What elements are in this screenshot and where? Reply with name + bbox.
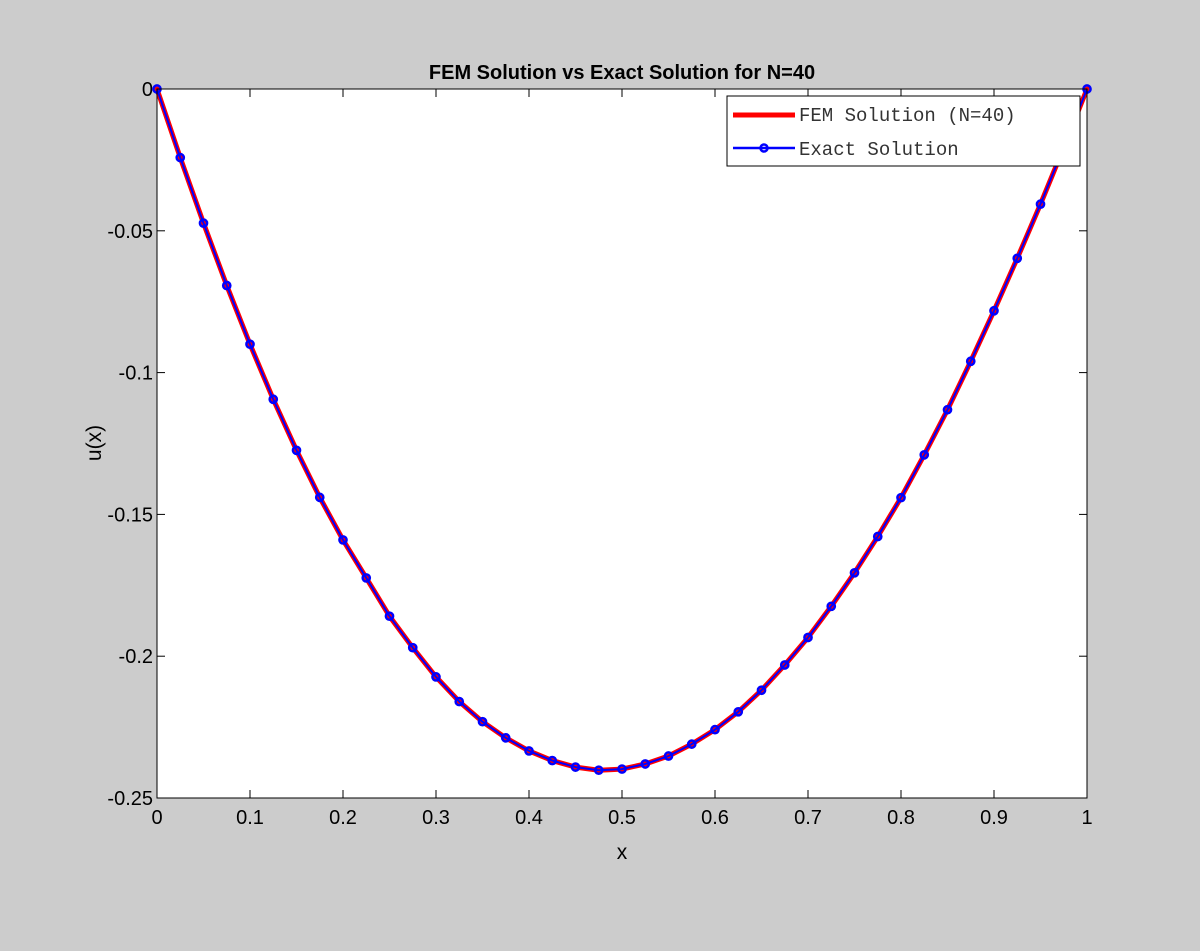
y-tick-label: -0.25 bbox=[107, 788, 153, 810]
legend-label-exact: Exact Solution bbox=[799, 139, 959, 161]
exact-solution-marker bbox=[454, 696, 465, 707]
exact-solution-marker bbox=[896, 492, 906, 503]
exact-solution-marker bbox=[431, 672, 441, 682]
exact-solution-marker bbox=[175, 152, 186, 163]
exact-solution-marker bbox=[1035, 199, 1046, 209]
exact-solution-marker bbox=[640, 759, 651, 769]
exact-solution-marker bbox=[407, 642, 418, 653]
legend-box bbox=[726, 95, 1081, 167]
legend: FEM Solution (N=40) Exact Solution bbox=[726, 95, 1081, 167]
exact-solution-marker bbox=[361, 573, 372, 583]
x-tick-label: 0.2 bbox=[329, 807, 357, 829]
exact-solution-marker bbox=[942, 404, 953, 415]
exact-solution-marker bbox=[919, 449, 930, 460]
y-tick-label: -0.05 bbox=[107, 221, 153, 243]
x-tick-label: 1 bbox=[1081, 807, 1092, 829]
plot-area bbox=[157, 89, 1087, 798]
exact-solution-marker bbox=[570, 762, 581, 772]
y-tick-label: 0 bbox=[142, 79, 153, 101]
legend-label-fem: FEM Solution (N=40) bbox=[799, 105, 1016, 127]
exact-solution-marker bbox=[663, 751, 674, 761]
exact-solution-marker bbox=[849, 567, 860, 578]
legend-marker-exact bbox=[759, 143, 769, 153]
exact-solution-marker bbox=[500, 733, 511, 743]
exact-solution-marker bbox=[965, 356, 976, 367]
exact-solution-marker bbox=[291, 445, 302, 456]
y-tick-label: -0.1 bbox=[119, 363, 153, 385]
exact-solution-marker bbox=[547, 755, 558, 766]
x-tick-label: 0.8 bbox=[887, 807, 915, 829]
exact-solution-marker bbox=[477, 716, 488, 727]
x-tick-label: 0.6 bbox=[701, 807, 729, 829]
exact-solution-marker bbox=[756, 685, 767, 696]
exact-solution-marker bbox=[314, 492, 325, 503]
exact-solution-marker bbox=[268, 394, 279, 405]
x-tick-label: 0.4 bbox=[515, 807, 543, 829]
series-exact-solution bbox=[152, 84, 1092, 776]
exact-solution-marker bbox=[826, 601, 837, 612]
exact-solution-marker bbox=[686, 739, 697, 749]
x-tick-label: 0.7 bbox=[794, 807, 822, 829]
exact-solution-marker bbox=[872, 531, 883, 542]
exact-solution-marker bbox=[733, 706, 744, 717]
x-axis-label: x bbox=[617, 841, 628, 864]
x-tick-label: 0.5 bbox=[608, 807, 636, 829]
exact-solution-marker bbox=[1012, 253, 1023, 264]
exact-solution-line bbox=[156, 88, 1088, 772]
exact-solution-marker bbox=[803, 632, 813, 643]
exact-solution-marker bbox=[384, 611, 395, 622]
axes-box bbox=[156, 88, 1088, 799]
y-tick-label: -0.2 bbox=[119, 646, 153, 668]
x-tick-label: 0.3 bbox=[422, 807, 450, 829]
exact-solution-marker bbox=[593, 765, 604, 776]
y-axis-label: u(x) bbox=[83, 425, 106, 461]
y-tick-label: -0.15 bbox=[107, 504, 153, 526]
x-tick-label: 0.9 bbox=[980, 807, 1008, 829]
exact-solution-marker bbox=[198, 218, 209, 228]
exact-solution-marker bbox=[524, 746, 534, 756]
exact-solution-marker bbox=[221, 280, 232, 291]
x-tick-label: 0 bbox=[151, 807, 162, 829]
exact-solution-marker bbox=[779, 660, 790, 670]
exact-solution-marker bbox=[338, 535, 348, 545]
exact-solution-marker bbox=[617, 764, 627, 774]
axis-ticks: 0 0.1 0.2 0.3 0.4 0.5 0.6 0.7 0.8 0.9 1 0 -0.05 -0.1 -… bbox=[107, 79, 1092, 829]
chart-title: FEM Solution vs Exact Solution for N=40 bbox=[429, 62, 815, 84]
exact-solution-marker bbox=[989, 305, 999, 316]
exact-solution-marker bbox=[245, 339, 255, 350]
exact-solution-marker bbox=[710, 724, 720, 735]
x-tick-label: 0.1 bbox=[236, 807, 264, 829]
